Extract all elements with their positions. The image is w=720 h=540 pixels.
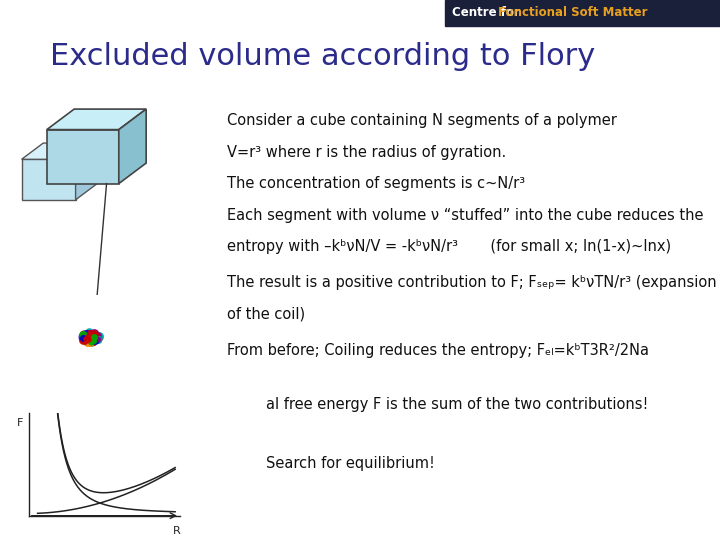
Text: R: R — [173, 526, 180, 536]
Text: The concentration of segments is c~N/r³: The concentration of segments is c~N/r³ — [227, 176, 525, 191]
Polygon shape — [22, 159, 76, 200]
Polygon shape — [119, 109, 146, 184]
Bar — [445, 0, 720, 26]
Text: The result is a positive contribution to F; Fₛₑₚ= kᵇνTN/r³ (expansion: The result is a positive contribution to… — [227, 275, 716, 291]
Text: F: F — [17, 418, 23, 428]
Text: Search for equilibrium!: Search for equilibrium! — [266, 456, 436, 471]
Text: Centre for: Centre for — [452, 6, 524, 19]
Polygon shape — [47, 109, 146, 130]
Polygon shape — [22, 143, 97, 159]
Text: Excluded volume according to Flory: Excluded volume according to Flory — [50, 42, 595, 71]
Text: entropy with –kᵇνN/V = -kᵇνN/r³       (for small x; ln(1-x)~lnx): entropy with –kᵇνN/V = -kᵇνN/r³ (for sma… — [227, 239, 671, 254]
Text: From before; Coiling reduces the entropy; Fₑₗ=kᵇT3R²/2Na: From before; Coiling reduces the entropy… — [227, 343, 649, 358]
Text: Functional Soft Matter: Functional Soft Matter — [498, 6, 647, 19]
Text: Each segment with volume ν “stuffed” into the cube reduces the: Each segment with volume ν “stuffed” int… — [227, 208, 703, 223]
Polygon shape — [76, 143, 97, 200]
Text: Consider a cube containing N segments of a polymer: Consider a cube containing N segments of… — [227, 113, 616, 129]
Polygon shape — [47, 130, 119, 184]
Text: al free energy F is the sum of the two contributions!: al free energy F is the sum of the two c… — [266, 397, 649, 412]
Text: of the coil): of the coil) — [227, 307, 305, 322]
Text: V=r³ where r is the radius of gyration.: V=r³ where r is the radius of gyration. — [227, 145, 506, 160]
